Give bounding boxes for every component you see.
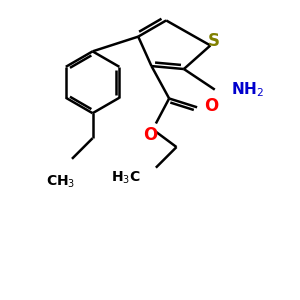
Text: H$_3$C: H$_3$C [112, 170, 141, 186]
Text: NH$_2$: NH$_2$ [231, 80, 264, 99]
Text: CH$_3$: CH$_3$ [46, 174, 75, 190]
Text: O: O [205, 97, 219, 115]
Text: S: S [207, 32, 219, 50]
Text: O: O [143, 126, 158, 144]
